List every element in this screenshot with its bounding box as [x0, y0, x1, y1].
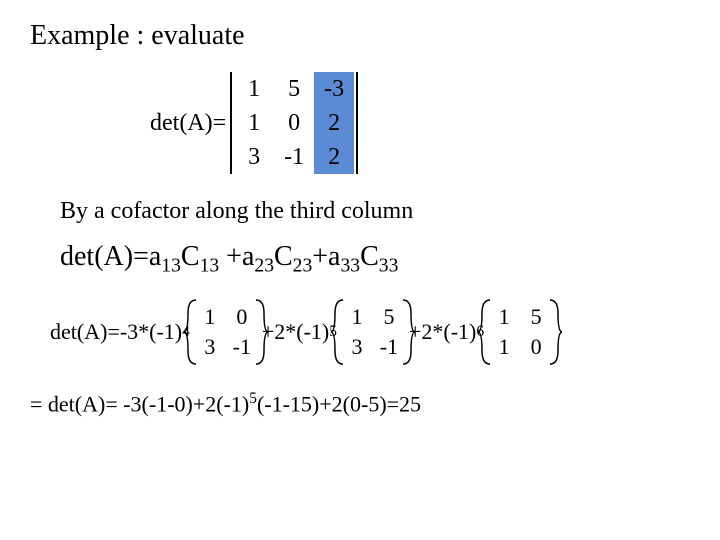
- slide: Example : evaluate det(A)= 15-31023-12 B…: [0, 0, 720, 540]
- subscript: 13: [200, 256, 220, 277]
- curly-brace-right-icon: [550, 298, 562, 366]
- minor-determinant: 1510: [488, 302, 552, 362]
- minor-cell: 1: [488, 334, 520, 360]
- curly-left: [331, 298, 343, 366]
- subscript: 33: [340, 256, 360, 277]
- minor-cell: 5: [520, 304, 552, 330]
- matrix-row: 15-3: [234, 72, 354, 106]
- curly-right: [256, 298, 268, 366]
- matrix-cell: 1: [234, 110, 274, 137]
- minor-cell: 3: [194, 334, 226, 360]
- matrix-row: 3-12: [234, 140, 354, 174]
- curly-brace-left-icon: [331, 298, 343, 366]
- minor-cell: 5: [373, 304, 405, 330]
- minor-row: 3-1: [194, 332, 258, 362]
- minor-cell: 3: [341, 334, 373, 360]
- minor-determinant: 153-1: [341, 302, 405, 362]
- result-prefix: = det(A)= -3(-1-0)+2(-1): [30, 391, 249, 416]
- det-bar-left: [230, 72, 232, 174]
- cofactor-C: C: [181, 241, 200, 272]
- matrix-cell: 3: [234, 144, 274, 171]
- curly-left: [184, 298, 196, 366]
- curly-brace-right-icon: [403, 298, 415, 366]
- example-title: Example : evaluate: [30, 20, 690, 52]
- general-cofactor-formula: det(A)=a13C13 +a23C23+a33C33: [60, 241, 690, 278]
- result-exponent: 5: [249, 390, 257, 407]
- det-label: det(A)=: [150, 110, 226, 137]
- minor-cell: 1: [194, 304, 226, 330]
- joiner: +a: [312, 241, 340, 272]
- matrix-equation: det(A)= 15-31023-12: [150, 72, 690, 174]
- minor-cell: 1: [488, 304, 520, 330]
- minor-row: 15: [488, 302, 552, 332]
- minor-row: 15: [341, 302, 405, 332]
- matrix-cell: 5: [274, 76, 314, 103]
- curly-brace-left-icon: [184, 298, 196, 366]
- minor-cell: -1: [226, 334, 258, 360]
- matrix-row: 102: [234, 106, 354, 140]
- minor-cell: 1: [341, 304, 373, 330]
- matrix-cell: 1: [234, 76, 274, 103]
- minor-cell: -1: [373, 334, 405, 360]
- expansion-prefix: det(A)=: [50, 319, 120, 345]
- result-suffix: (-1-15)+2(0-5)=25: [257, 391, 421, 416]
- curly-brace-right-icon: [256, 298, 268, 366]
- curly-right: [403, 298, 415, 366]
- minor-cell: 0: [226, 304, 258, 330]
- matrix-cell: 2: [314, 110, 354, 137]
- cofactor-statement: By a cofactor along the third column: [60, 198, 690, 225]
- subscript: 23: [293, 256, 313, 277]
- cofactor-C: C: [360, 241, 379, 272]
- formula-prefix: det(A)=a: [60, 241, 161, 272]
- curly-right: [550, 298, 562, 366]
- curly-brace-left-icon: [478, 298, 490, 366]
- joiner: +a: [219, 241, 254, 272]
- subscript: 33: [379, 256, 399, 277]
- sign-base: (-1): [296, 319, 329, 345]
- expansion-row: det(A)= -3*(-1)4103-1+2*(-1)5153-1+2*(-1…: [50, 302, 690, 362]
- sign-base: (-1): [149, 319, 182, 345]
- subscript: 23: [254, 256, 274, 277]
- minor-row: 10: [194, 302, 258, 332]
- minor-row: 10: [488, 332, 552, 362]
- coefficient: -3*: [120, 319, 149, 345]
- minor-cell: 0: [520, 334, 552, 360]
- matrix-A: 15-31023-12: [234, 72, 354, 174]
- minor-row: 3-1: [341, 332, 405, 362]
- matrix-cell: 2: [314, 144, 354, 171]
- curly-left: [478, 298, 490, 366]
- matrix-cell: -3: [314, 76, 354, 103]
- cofactor-C: C: [274, 241, 293, 272]
- minor-determinant: 103-1: [194, 302, 258, 362]
- matrix-cell: 0: [274, 110, 314, 137]
- result-line: = det(A)= -3(-1-0)+2(-1)5(-1-15)+2(0-5)=…: [30, 390, 690, 417]
- subscript: 13: [161, 256, 181, 277]
- matrix-cell: -1: [274, 144, 314, 171]
- det-bar-right: [356, 72, 358, 174]
- sign-base: (-1): [443, 319, 476, 345]
